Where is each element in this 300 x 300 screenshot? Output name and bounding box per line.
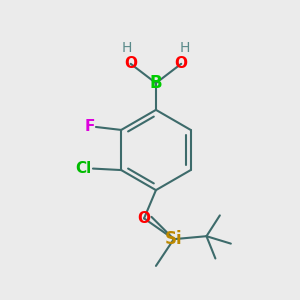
Text: F: F	[84, 119, 94, 134]
Text: O: O	[138, 211, 151, 226]
Text: H: H	[122, 41, 132, 55]
Text: O: O	[175, 56, 188, 71]
Text: Cl: Cl	[75, 161, 92, 176]
Text: H: H	[180, 41, 190, 55]
Text: B: B	[150, 74, 162, 92]
Text: O: O	[124, 56, 137, 71]
Text: Si: Si	[165, 230, 183, 248]
